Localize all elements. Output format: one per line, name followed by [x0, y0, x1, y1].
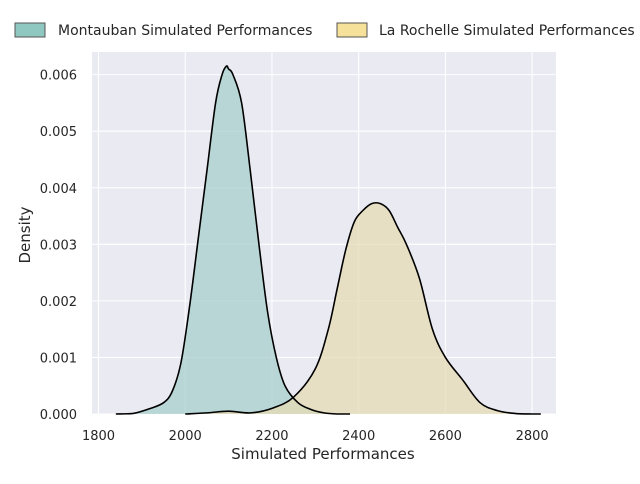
density-line-montauban	[115, 65, 351, 415]
legend-label-montauban: Montauban Simulated Performances	[58, 23, 312, 39]
legend-swatch-la-rochelle	[336, 22, 368, 38]
y-tick-label-2: 0.002	[40, 295, 77, 310]
grid	[92, 52, 556, 415]
y-axis-ticks: 0.000 0.001 0.002 0.003 0.004 0.005 0.006	[40, 69, 77, 423]
x-tick-label-5: 2800	[516, 429, 549, 444]
x-tick-label-1: 2000	[169, 429, 202, 444]
x-axis-label: Simulated Performances	[231, 445, 415, 463]
y-tick-label-5: 0.005	[40, 125, 77, 140]
y-tick-label-1: 0.001	[40, 351, 77, 366]
series-layer	[115, 65, 541, 415]
legend: Montauban Simulated Performances La Roch…	[14, 22, 635, 39]
legend-swatch-montauban	[14, 22, 46, 38]
density-area-montauban	[115, 65, 351, 414]
y-tick-label-4: 0.004	[40, 182, 77, 197]
y-tick-label-6: 0.006	[40, 69, 77, 84]
x-tick-label-2: 2200	[255, 429, 288, 444]
y-tick-label-3: 0.003	[40, 238, 77, 253]
x-tick-label-4: 2600	[429, 429, 462, 444]
density-area-la-rochelle	[185, 202, 541, 414]
x-tick-label-0: 1800	[82, 429, 115, 444]
density-line-la-rochelle	[185, 201, 541, 415]
x-axis-ticks: 1800 2000 2200 2400 2600 2800	[82, 429, 549, 444]
y-tick-label-0: 0.000	[40, 408, 77, 423]
x-tick-label-3: 2400	[342, 429, 375, 444]
y-axis-label: Density	[16, 206, 34, 263]
legend-label-la-rochelle: La Rochelle Simulated Performances	[379, 23, 635, 39]
